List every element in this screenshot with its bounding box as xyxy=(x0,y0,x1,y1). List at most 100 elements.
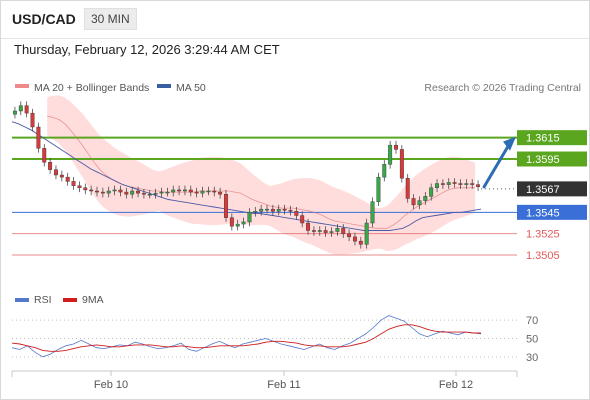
candle-body xyxy=(89,189,94,192)
candle-body xyxy=(329,231,334,233)
candle-body xyxy=(235,223,240,227)
candle-body xyxy=(188,189,193,193)
candle-body xyxy=(370,201,375,224)
candle-body xyxy=(42,148,47,163)
candle-body xyxy=(253,211,258,213)
candle-body xyxy=(259,208,264,212)
candle-body xyxy=(194,191,199,194)
candle-body xyxy=(399,149,404,179)
candle-body xyxy=(95,190,99,193)
candle-body xyxy=(171,189,176,193)
candle-body xyxy=(36,126,41,149)
credit-text: Research © 2026 Trading Central xyxy=(424,82,581,94)
candle-body xyxy=(294,211,299,216)
candle-body xyxy=(136,190,141,194)
level-label-1.3595: 1.3595 xyxy=(526,154,560,166)
candle-body xyxy=(159,191,164,194)
candle-body xyxy=(18,105,23,112)
candle-body xyxy=(118,189,123,193)
level-label-bg-1.3595 xyxy=(517,151,587,167)
candle-body xyxy=(388,144,393,165)
candle-body xyxy=(306,222,311,231)
ma50-line xyxy=(11,121,482,231)
ma9-legend-label: 9MA xyxy=(82,294,104,306)
symbol-title: USD/CAD xyxy=(12,11,76,27)
rsi-series-rsi xyxy=(11,315,482,358)
x-tick-label: Feb 12 xyxy=(439,379,473,391)
candle-body xyxy=(212,190,217,193)
ma9-legend-swatch xyxy=(63,298,77,302)
x-axis-labels: Feb 10 Feb 11 Feb 12 xyxy=(94,371,473,391)
candle-body xyxy=(276,208,281,212)
candle-body xyxy=(71,181,76,186)
candle-body xyxy=(59,174,64,178)
candle-body xyxy=(417,200,422,206)
candle-body xyxy=(300,215,305,224)
candle-body xyxy=(12,110,17,115)
candle-body xyxy=(458,183,463,185)
candle-body xyxy=(323,230,328,233)
candle-body xyxy=(48,161,53,170)
chart-header: USD/CAD 30 MIN xyxy=(1,1,589,39)
candle-body xyxy=(165,191,170,194)
level-label-bg-1.3545 xyxy=(517,204,587,220)
candle-body xyxy=(224,193,228,218)
candle-body xyxy=(282,208,287,211)
candle-body xyxy=(405,177,410,199)
candle-body xyxy=(317,230,322,232)
price-layer: 1.3615 1.3595 1.3567 1.3545 1.3525 1.3505 xyxy=(11,95,587,262)
candle-body xyxy=(311,230,316,232)
x-tick-label: Feb 10 xyxy=(94,379,128,391)
rsi-tick-70: 70 xyxy=(526,315,538,327)
candle-body xyxy=(30,112,35,128)
projection-arrow xyxy=(482,143,511,189)
rsi-layer: 70 50 30 xyxy=(11,315,538,364)
rsi-tick-50: 50 xyxy=(526,334,538,346)
candle-body xyxy=(218,191,223,195)
candle-body xyxy=(206,190,211,193)
timeframe-button[interactable]: 30 MIN xyxy=(84,8,137,30)
ma20-legend-label: MA 20 + Bollinger Bands xyxy=(34,82,149,94)
candle-body xyxy=(54,169,58,176)
projection-arrow-head xyxy=(503,136,516,151)
candle-body xyxy=(423,196,428,201)
candle-body xyxy=(24,105,29,114)
candle-body xyxy=(394,144,398,150)
candle-body xyxy=(347,233,352,238)
candle-body xyxy=(112,189,117,192)
candle-body xyxy=(229,217,234,227)
timestamp: Thursday, February 12, 2026 3:29:44 AM C… xyxy=(14,42,280,57)
candle-body xyxy=(376,176,381,202)
candle-body xyxy=(476,184,481,187)
candle-body xyxy=(124,191,129,195)
ma50-legend-swatch xyxy=(157,84,171,88)
candle-body xyxy=(335,228,340,232)
candle-body xyxy=(435,183,439,189)
candle-body xyxy=(429,187,434,197)
candle-body xyxy=(241,221,246,225)
bollinger-band xyxy=(47,95,476,255)
candle-body xyxy=(464,183,469,185)
candle-body xyxy=(106,190,111,194)
candle-body xyxy=(288,209,293,212)
x-tick-label: Feb 11 xyxy=(267,379,300,391)
candle-body xyxy=(411,198,416,206)
level-label-bg-1.3615 xyxy=(517,130,587,146)
candle-body xyxy=(153,192,158,195)
level-label-1.3505: 1.3505 xyxy=(526,250,560,262)
candle-body xyxy=(440,183,445,185)
candle-body xyxy=(141,192,146,195)
candle-body xyxy=(147,193,152,196)
ma50-legend-label: MA 50 xyxy=(176,82,206,94)
candle-body xyxy=(182,189,187,192)
candle-body xyxy=(100,191,105,194)
candle-body xyxy=(452,182,457,184)
candle-body xyxy=(270,208,275,212)
candle-body xyxy=(265,208,269,211)
level-label-1.3567: 1.3567 xyxy=(526,184,560,196)
candle-body xyxy=(341,228,346,234)
candle-body xyxy=(364,222,369,245)
ma20-legend-swatch xyxy=(15,84,29,88)
